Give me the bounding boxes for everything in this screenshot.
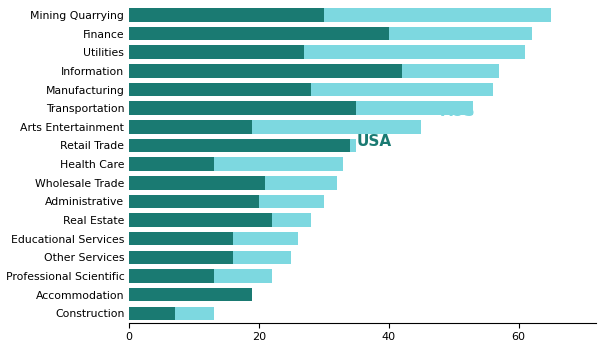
Bar <box>129 307 175 320</box>
Bar <box>129 120 421 134</box>
Bar <box>129 27 389 40</box>
Bar <box>129 27 532 40</box>
Text: AUS: AUS <box>441 104 476 119</box>
Bar <box>129 102 356 115</box>
Bar <box>129 64 402 78</box>
Bar <box>129 64 499 78</box>
Bar <box>129 46 305 59</box>
Text: USA: USA <box>356 134 391 149</box>
Bar <box>129 288 252 301</box>
Bar <box>129 251 291 264</box>
Bar <box>129 213 272 227</box>
Bar <box>129 176 265 190</box>
Bar <box>129 176 337 190</box>
Bar <box>129 269 272 283</box>
Bar <box>129 8 324 22</box>
Bar <box>129 307 214 320</box>
Bar <box>129 251 233 264</box>
Bar <box>129 83 492 96</box>
Bar <box>129 83 311 96</box>
Bar <box>129 46 525 59</box>
Bar <box>129 288 246 301</box>
Bar <box>129 232 298 245</box>
Bar <box>129 102 473 115</box>
Bar <box>129 139 350 152</box>
Bar <box>129 195 324 208</box>
Bar <box>129 120 252 134</box>
Bar <box>129 195 259 208</box>
Bar <box>129 232 233 245</box>
Bar <box>129 8 551 22</box>
Bar <box>129 139 356 152</box>
Bar <box>129 269 214 283</box>
Bar <box>129 157 214 171</box>
Bar <box>129 157 343 171</box>
Bar <box>129 213 311 227</box>
